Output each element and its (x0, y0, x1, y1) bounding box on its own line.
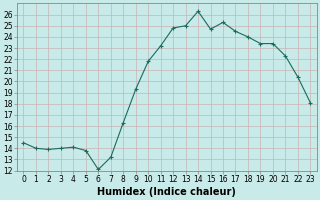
X-axis label: Humidex (Indice chaleur): Humidex (Indice chaleur) (98, 187, 236, 197)
